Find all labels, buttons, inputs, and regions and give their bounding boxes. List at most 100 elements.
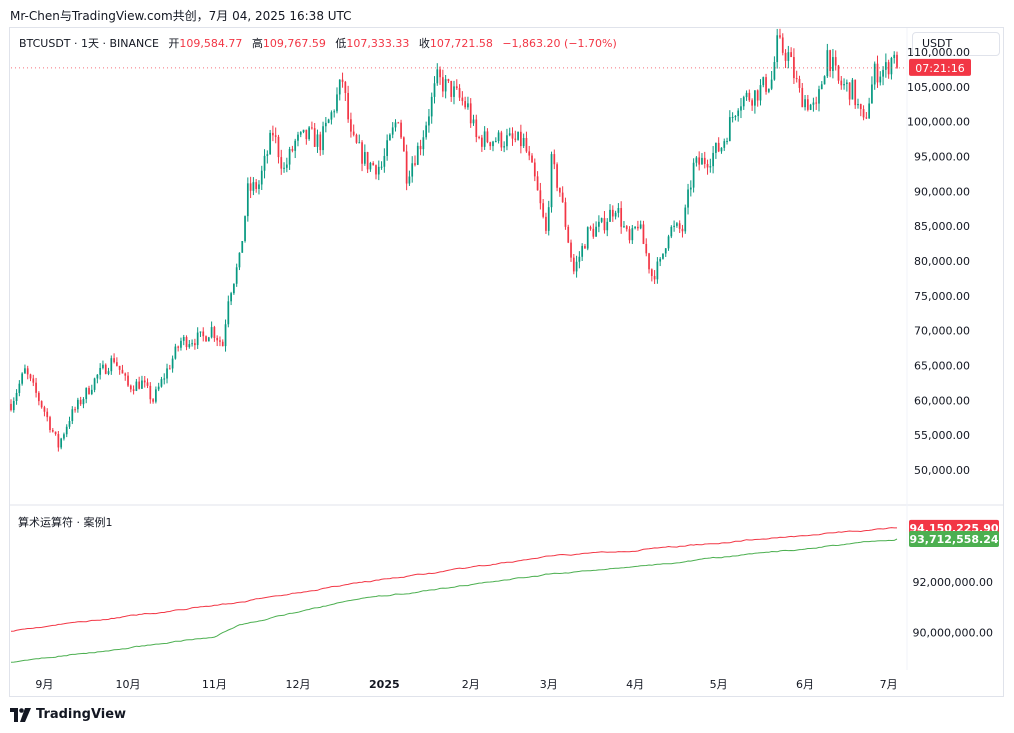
candle [754,90,756,114]
candle [634,226,636,230]
candle [302,129,305,134]
candle [887,59,890,79]
tradingview-logo[interactable]: TradingView [10,707,126,722]
candle [539,182,542,210]
candle [731,112,734,123]
candle [506,128,508,151]
candle [667,234,670,251]
candle [113,353,115,364]
candle [773,56,776,81]
candle [299,131,302,138]
candle [893,51,896,64]
candle [99,363,102,380]
candle [489,141,492,150]
candle [600,217,603,224]
candle [701,153,703,165]
price-tick-label: 85,000.00 [914,220,970,233]
candle [740,98,742,119]
close-label: 收 [418,37,430,50]
candle [79,396,82,406]
candle [584,243,586,249]
candle [639,220,642,230]
candle [453,80,455,105]
candle [664,247,667,257]
indicator-legend[interactable]: 算术运算符 · 案例1 [18,516,113,529]
candle [347,85,349,123]
candle [570,239,572,262]
candle [311,121,313,130]
candle [414,155,416,167]
candle [313,122,316,147]
candle [748,89,751,102]
candle [32,374,35,387]
candle [63,432,65,441]
candle [815,96,818,110]
candle [54,431,57,436]
close-value: 107,721.58 [429,37,493,50]
candle [283,162,285,173]
candle [163,373,166,385]
price-axis[interactable]: 110,000.00 105,000.00 100,000.00 95,000.00 9… [907,46,970,477]
candle [790,47,792,58]
candle [648,252,650,274]
candle [598,215,600,233]
candle [146,378,149,389]
price-tick-label: 70,000.00 [914,325,970,338]
time-tick-label: 6月 [796,678,814,691]
candle [678,220,681,234]
currency-button[interactable]: USDT [912,32,1000,56]
candle [603,211,606,234]
candle [787,45,790,69]
candle [233,283,235,295]
change-value: −1,863.20 (−1.70%) [502,37,617,50]
candle [361,140,363,172]
indicator-green-tag-label: 93,712,558.24 [909,533,998,546]
candle [394,119,397,132]
candle [734,115,737,121]
candle [21,372,24,386]
price-tick-label: 100,000.00 [907,116,970,129]
candle [832,48,834,79]
candle [542,199,545,219]
candle [586,226,589,251]
candle [687,183,689,215]
candle [818,85,820,112]
candle [581,243,584,262]
high-value: 109,767.59 [262,37,326,50]
candle [132,385,135,395]
candle [322,121,324,155]
open-label: 开 [168,37,180,50]
candle [525,131,528,153]
low-label: 低 [335,37,347,50]
candle [12,397,15,413]
candle [285,157,288,173]
candle [85,387,88,404]
candle [854,79,857,109]
candle [784,49,787,69]
candle [291,145,294,153]
time-axis[interactable]: 9月 10月 11月 12月 2025 2月 3月 4月 5月 6月 7月 [35,678,897,691]
candle [483,126,486,150]
symbol-name[interactable]: BTCUSDT · 1天 · BINANCE [19,37,159,50]
candle [472,114,475,126]
candle [469,98,472,128]
candle [447,78,450,84]
candle [37,391,40,406]
chart-caption: Mr-Chen与TradingView.com共创，7月 04, 2025 16… [10,9,352,23]
candle [662,253,664,260]
candle [336,87,338,114]
candle [90,384,93,396]
candle [575,255,578,278]
countdown-label: 07:21:16 [915,62,964,75]
candle [809,103,812,111]
candle [249,176,252,199]
candle [238,252,241,271]
candle [224,319,227,352]
candle [397,121,400,124]
candle [433,76,436,104]
indicator-axis[interactable]: 92,000,000.00 90,000,000.00 [913,576,993,639]
candle [430,92,433,124]
candle [141,375,143,389]
candle [689,180,692,197]
